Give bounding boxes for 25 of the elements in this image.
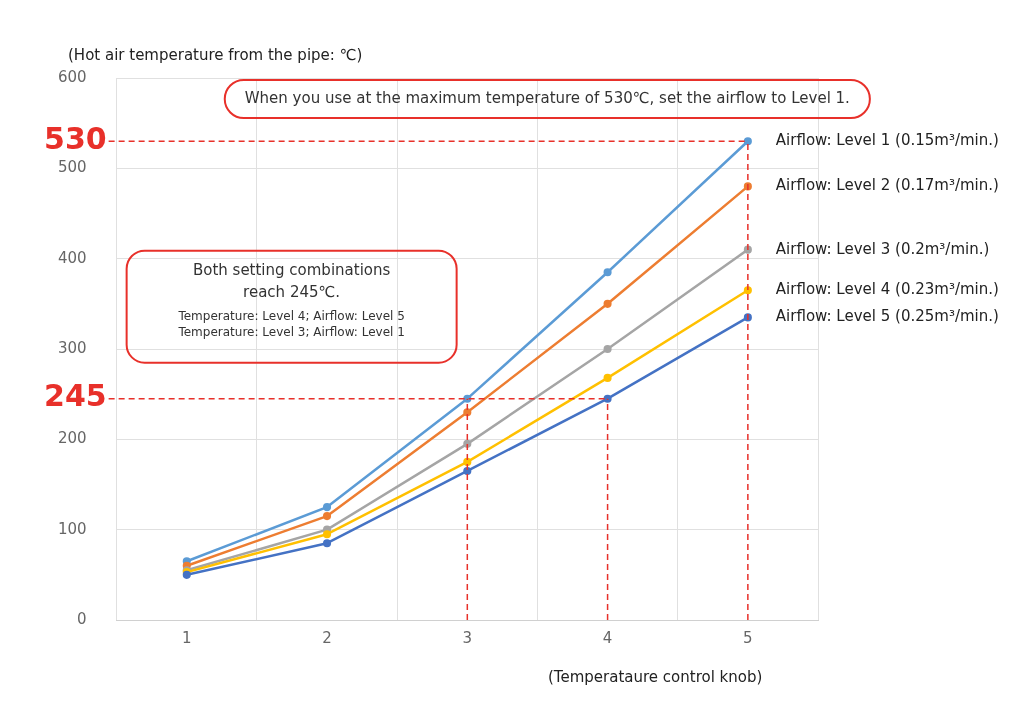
ref-line-label: 530 [44, 121, 107, 157]
x-tick-label: 4 [602, 628, 613, 647]
series-label: Airflow: Level 3 (0.2m³/min.) [775, 239, 990, 258]
y-tick-label: 500 [57, 158, 87, 177]
x-tick-label: 3 [462, 628, 473, 647]
y-tick-label: 400 [57, 248, 87, 267]
annotation: Both setting combinations reach 245℃. [192, 260, 391, 301]
y-tick-label: 200 [57, 429, 87, 448]
y-tick-label: 0 [77, 609, 87, 628]
ref-line-label: 245 [44, 378, 107, 414]
annotation: When you use at the maximum temperature of 530℃, set the airflow to Level 1. [244, 88, 850, 107]
annotation: Temperature: Level 3; Airflow: Level 1 [177, 324, 405, 339]
y-tick-label: 600 [57, 67, 87, 86]
x-axis-title: (Temperataure control knob) [548, 667, 763, 686]
series-label: Airflow: Level 1 (0.15m³/min.) [775, 131, 999, 150]
series-label: Airflow: Level 4 (0.23m³/min.) [775, 280, 999, 299]
x-tick-label: 5 [743, 628, 753, 647]
y-tick-label: 300 [57, 338, 87, 357]
x-tick-label: 1 [181, 628, 192, 647]
y-axis-title: (Hot air temperature from the pipe: ℃) [68, 45, 363, 64]
series-label: Airflow: Level 2 (0.17m³/min.) [775, 176, 999, 195]
series-label: Airflow: Level 5 (0.25m³/min.) [775, 307, 999, 326]
x-tick-label: 2 [322, 628, 332, 647]
annotation: Temperature: Level 4; Airflow: Level 5 [177, 308, 405, 323]
y-tick-label: 100 [57, 519, 87, 538]
